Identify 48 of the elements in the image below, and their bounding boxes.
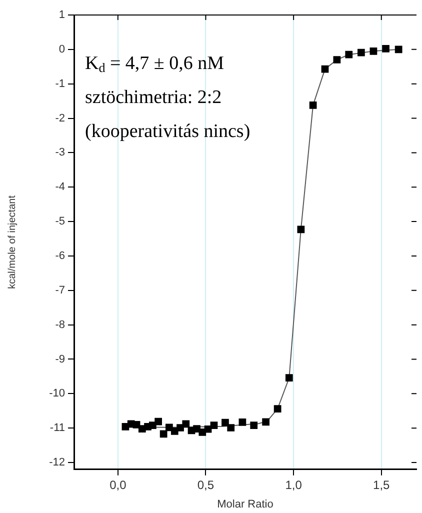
point [210,422,218,430]
point [274,405,282,412]
x-tick-label: 0,5 [197,478,214,492]
point [357,48,365,56]
y-tick-label: -11 [50,422,65,434]
point [176,424,184,432]
annotation: sztöchimetria: 2:2 [85,87,222,108]
point [309,102,317,109]
y-tick-label: -6 [55,250,65,262]
point [321,65,329,73]
y-tick-label: -2 [55,112,65,124]
x-axis-title: Molar Ratio [217,498,274,510]
point [238,418,246,426]
point [182,420,190,428]
x-tick-label: 1,0 [285,478,302,492]
point [333,56,341,64]
point [160,430,168,438]
point [262,418,270,426]
annotation: (kooperativitás nincs) [85,121,250,142]
point [154,418,162,426]
point [370,47,378,55]
point [198,428,206,436]
x-tick-label: 0,0 [110,478,127,492]
y-tick-label: -1 [55,78,65,90]
y-axis-title: kcal/mole of injectant [6,195,18,289]
y-tick-label: -10 [49,388,65,400]
point [394,46,402,54]
y-tick-label: -4 [55,181,65,194]
x-tick-label: 1,5 [373,478,390,492]
y-tick-label: -12 [49,456,65,469]
point [285,374,293,382]
point [193,425,200,432]
y-tick-label: -8 [55,318,65,331]
point [222,418,229,426]
y-tick-label: -3 [55,146,65,159]
point [227,424,235,432]
point [345,50,353,58]
point [297,226,305,234]
point [382,45,390,52]
point [170,428,178,435]
y-tick-label: -5 [55,216,65,228]
y-tick-label: -9 [55,353,65,366]
y-tick-label: -7 [55,284,65,296]
point [149,422,156,430]
y-tick-label: 0 [58,43,65,56]
point [250,422,258,430]
y-tick-label: 1 [58,9,65,22]
point [204,425,212,433]
